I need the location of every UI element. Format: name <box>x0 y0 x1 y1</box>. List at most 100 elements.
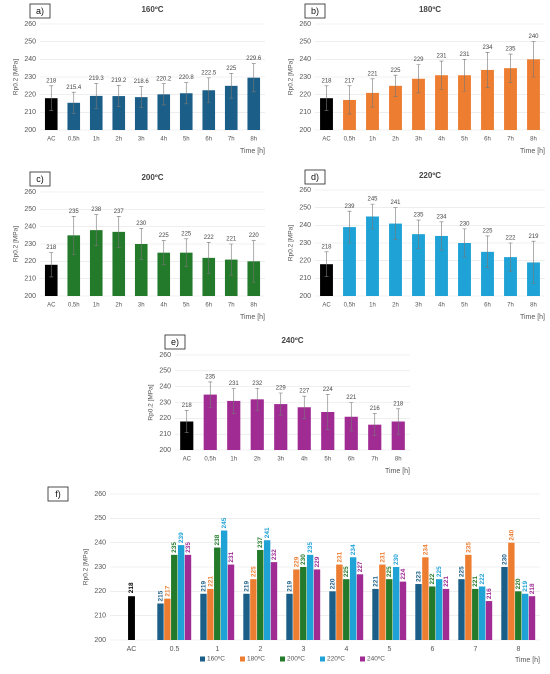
data-label: 231 <box>229 381 240 387</box>
bar <box>368 424 382 450</box>
data-label: 218 <box>321 78 332 84</box>
bar <box>44 264 58 296</box>
bar <box>379 564 386 640</box>
x-tick-label: AC <box>183 457 192 463</box>
bar <box>270 562 278 640</box>
x-tick-label: 5h <box>324 457 331 463</box>
data-label: 234 <box>436 214 447 220</box>
bar <box>224 85 238 130</box>
data-label: 218 <box>529 583 536 594</box>
data-label: 235 <box>171 542 178 553</box>
x-tick-label: 6h <box>205 303 212 309</box>
data-label: 221 <box>372 576 379 587</box>
data-label: 220 <box>515 578 522 589</box>
y-axis-label: Rp0.2 [MPa] <box>288 59 295 95</box>
bar <box>207 588 214 640</box>
data-label: 224 <box>323 387 334 393</box>
bar <box>501 567 508 640</box>
data-label: 229 <box>276 386 287 392</box>
bar <box>89 230 103 296</box>
chart-title: 180ºC <box>419 5 441 14</box>
bar <box>171 554 178 640</box>
y-axis-label: Rp0.2 [MPa] <box>288 225 295 261</box>
bar <box>320 98 333 130</box>
bar <box>313 569 321 640</box>
data-label: 235 <box>307 542 314 553</box>
data-label: 218 <box>182 403 193 409</box>
bar <box>366 92 379 130</box>
x-tick-label: 5h <box>183 137 190 143</box>
bar <box>297 407 311 450</box>
error-bar <box>372 413 377 437</box>
data-label: 245 <box>367 197 378 203</box>
error-bar <box>393 74 398 97</box>
bar <box>164 598 171 640</box>
x-axis-label: Time [h] <box>520 314 545 321</box>
bar <box>157 252 171 296</box>
x-tick-label: 4h <box>438 303 445 309</box>
y-tick-label: 240 <box>94 540 106 547</box>
y-tick-label: 210 <box>159 431 171 438</box>
error-bar <box>396 408 401 435</box>
x-tick-label: 3h <box>415 137 422 143</box>
bar <box>521 593 529 640</box>
data-label: 222 <box>429 573 436 584</box>
bar <box>293 569 300 640</box>
data-label: 219.3 <box>89 76 105 82</box>
bar <box>508 542 515 640</box>
data-label: 219 <box>528 234 539 240</box>
x-tick-label: 6h <box>484 137 491 143</box>
panel-box <box>29 171 51 187</box>
y-tick-label: 210 <box>94 613 106 620</box>
error-bar <box>251 240 256 283</box>
x-tick-label: 2 <box>259 646 263 653</box>
x-tick-label: 6h <box>484 303 491 309</box>
data-label: 219 <box>286 581 293 592</box>
error-bar <box>462 228 467 258</box>
x-tick-label: 0,5h <box>344 303 356 309</box>
y-tick-label: 220 <box>159 415 171 422</box>
chart-panel: 200 210 220 230 240 250 260 Rp0.2 [MPa] Time [h]… <box>13 3 265 155</box>
bar <box>478 586 486 640</box>
data-label: 230 <box>501 554 508 565</box>
data-label: 238 <box>214 534 221 545</box>
y-tick-label: 250 <box>299 39 311 46</box>
data-label: 220.8 <box>179 75 195 81</box>
y-tick-label: 210 <box>24 109 36 116</box>
data-label: 224 <box>400 568 407 579</box>
bar <box>247 77 261 130</box>
bar <box>263 540 271 640</box>
bar <box>415 584 422 640</box>
bar <box>429 586 436 640</box>
error-bar <box>71 91 76 114</box>
error-bar <box>139 86 144 109</box>
y-tick-label: 220 <box>24 258 36 265</box>
x-tick-label: 1h <box>369 137 376 143</box>
data-label: 232 <box>252 381 263 387</box>
error-bar <box>347 210 352 244</box>
y-tick-label: 250 <box>24 206 36 213</box>
data-label: 220 <box>249 233 260 239</box>
x-tick-label: 2h <box>115 303 122 309</box>
x-tick-label: 2h <box>392 137 399 143</box>
legend-label: 220ºC <box>327 656 345 663</box>
error-bar <box>116 215 121 248</box>
bar <box>177 545 185 640</box>
data-label: 218 <box>128 582 135 593</box>
chart-panel: 200 210 220 230 240 250 260 Rp0.2 [MPa] Time [h]… <box>148 334 410 475</box>
data-label: 215 <box>157 590 164 601</box>
panel-box <box>47 486 69 502</box>
chart-panel: 200 210 220 230 240 250 260 Rp0.2 [MPa] Time [h]… <box>13 171 265 321</box>
error-bar <box>49 85 54 111</box>
error-bar <box>206 77 211 103</box>
x-tick-label: 7h <box>371 457 378 463</box>
y-tick-label: 260 <box>299 187 311 194</box>
x-tick-label: 8h <box>250 137 257 143</box>
bar <box>389 85 402 130</box>
legend-swatch <box>240 656 245 662</box>
y-tick-label: 230 <box>24 241 36 248</box>
data-label: 225 <box>386 566 393 577</box>
data-label: 230 <box>459 221 470 227</box>
panel-box <box>164 334 186 350</box>
